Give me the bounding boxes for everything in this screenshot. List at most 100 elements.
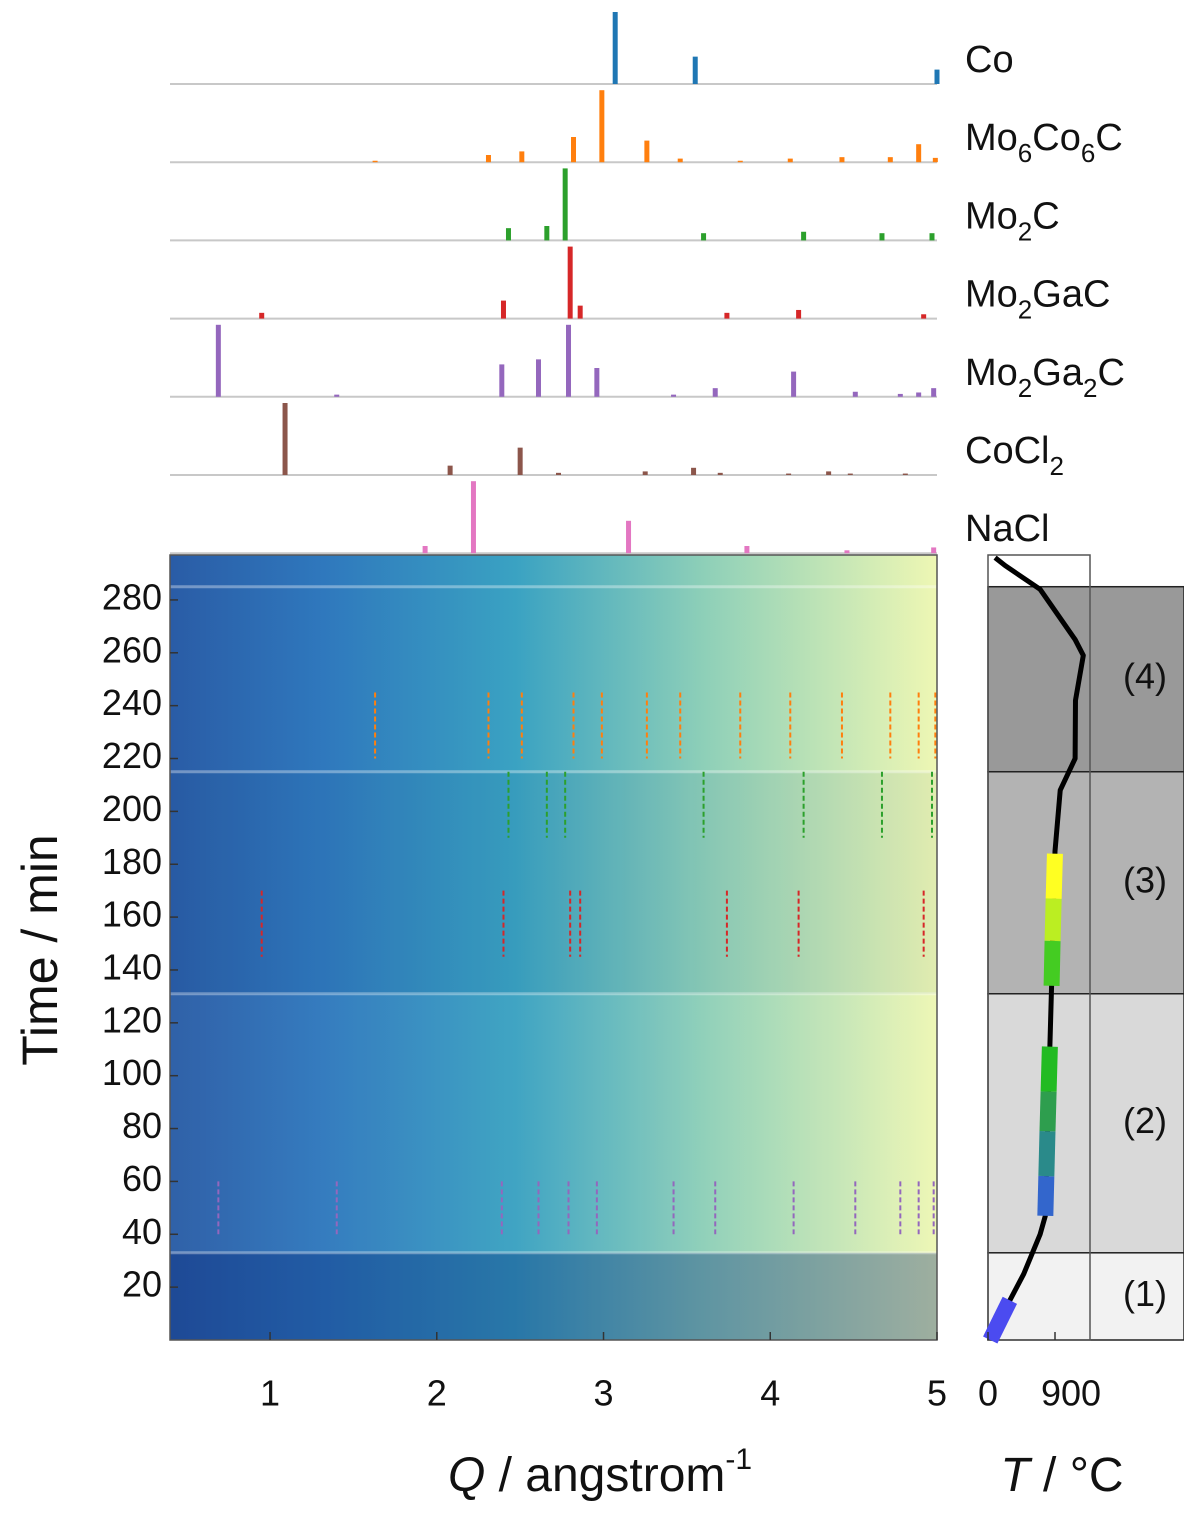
peak: [544, 226, 550, 241]
x-tick-label: 3: [594, 1373, 614, 1414]
x-tick-label: 0: [978, 1373, 998, 1414]
peak: [422, 546, 428, 554]
temperature-highlight: [1044, 898, 1062, 942]
peak: [902, 473, 908, 475]
y-tick-label: 180: [102, 841, 162, 882]
temperature-highlight: [1037, 1175, 1055, 1216]
peak: [786, 473, 792, 475]
peak: [791, 371, 797, 397]
peak: [215, 324, 221, 397]
temperature-highlight: [1039, 1091, 1057, 1132]
temperature-curve: [987, 555, 1086, 1342]
peak: [470, 481, 476, 554]
stage-band: [987, 770, 1184, 995]
y-tick-label: 240: [102, 682, 162, 723]
phase-name: Mo2GaC: [965, 274, 1110, 325]
stage-label: (3): [1123, 859, 1167, 900]
peak: [567, 246, 573, 319]
peak: [671, 394, 677, 397]
y-tick-label: 20: [122, 1264, 162, 1305]
temperature-highlight: [1045, 853, 1063, 899]
temperature-highlight: [1038, 1130, 1056, 1177]
peak: [499, 364, 505, 397]
peak: [916, 392, 922, 397]
peak: [717, 472, 723, 475]
x-axis-label: Q / angstrom-1: [448, 1443, 752, 1501]
peak: [505, 228, 511, 241]
temperature-highlight: [1040, 1046, 1058, 1092]
y-tick-label: 120: [102, 999, 162, 1040]
peak: [577, 305, 583, 319]
peak: [787, 158, 793, 163]
stage-label: (2): [1123, 1100, 1167, 1141]
peak: [931, 388, 937, 397]
temperature-highlight: [1043, 940, 1061, 987]
y-tick-label: 260: [102, 629, 162, 670]
peak: [724, 312, 730, 319]
heatmap-band: [170, 1252, 937, 1340]
phase-name: CoCl2: [965, 430, 1064, 481]
y-tick-label: 160: [102, 894, 162, 935]
peak: [826, 471, 832, 475]
x-tick-label: 4: [760, 1373, 780, 1414]
peak: [744, 546, 750, 554]
phase-name: Mo2C: [965, 195, 1060, 246]
heatmap: [170, 555, 937, 1340]
y-tick-label: 200: [102, 788, 162, 829]
peak: [282, 403, 288, 475]
phase-name: Mo2Ga2C: [965, 352, 1125, 403]
peak: [921, 314, 927, 319]
heatmap-bg: [170, 555, 937, 1340]
peak: [692, 56, 698, 84]
peak: [932, 157, 938, 163]
stage-label: (1): [1123, 1273, 1167, 1314]
peak: [556, 472, 562, 475]
peak: [594, 368, 600, 397]
phase-name: NaCl: [965, 508, 1049, 550]
peak: [844, 550, 850, 554]
heatmap-band: [170, 771, 937, 994]
x-label-part: / °C: [1030, 1449, 1124, 1502]
peak: [847, 473, 853, 475]
y-tick-label: 40: [122, 1211, 162, 1252]
peak: [701, 233, 707, 241]
peak: [566, 324, 572, 397]
x-label-part: T: [1000, 1449, 1033, 1502]
peak: [500, 300, 506, 319]
temperature-highlight: [983, 1296, 1018, 1344]
peak: [259, 312, 265, 319]
heatmap-frame: [169, 554, 938, 1341]
x-label-part: -1: [725, 1443, 752, 1476]
x-tick-label: 5: [927, 1373, 947, 1414]
peak: [839, 157, 845, 163]
peak: [599, 90, 605, 163]
heatmap-band: [170, 587, 937, 772]
phase-name: Co: [965, 39, 1014, 81]
y-tick-label: 140: [102, 946, 162, 987]
peak: [737, 160, 743, 163]
x-tick-label: 2: [427, 1373, 447, 1414]
peak: [916, 144, 922, 163]
y-tick-label: 100: [102, 1052, 162, 1093]
peak: [519, 151, 525, 163]
stage-band: [987, 1252, 1184, 1341]
peak: [677, 158, 683, 163]
peak: [931, 547, 937, 554]
peak: [879, 233, 885, 241]
peak: [934, 69, 940, 84]
x-tick-label: 900: [1041, 1373, 1101, 1414]
peak: [372, 160, 378, 163]
heatmap-band: [170, 994, 937, 1253]
x-label-part: / angstrom: [485, 1449, 725, 1502]
x-tick-label: 1: [260, 1373, 280, 1414]
peak: [334, 394, 340, 397]
stage-band: [987, 993, 1184, 1254]
x-axis-label: T / °C: [1000, 1449, 1123, 1502]
peak: [929, 233, 935, 241]
y-tick-label: 220: [102, 735, 162, 776]
peak: [852, 391, 858, 397]
peak: [535, 359, 541, 397]
peak: [485, 155, 491, 163]
peak: [642, 471, 648, 475]
